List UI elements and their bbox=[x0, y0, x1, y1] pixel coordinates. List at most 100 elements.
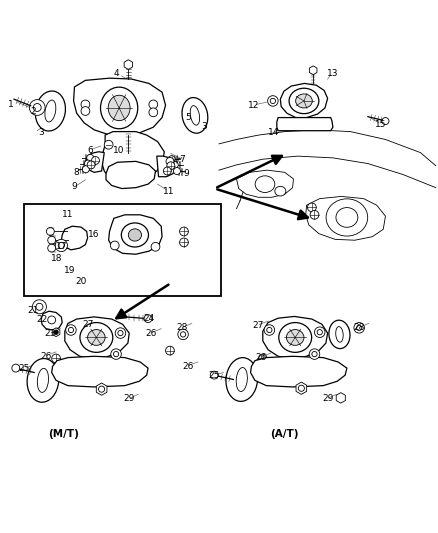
Text: 14: 14 bbox=[268, 128, 279, 138]
Circle shape bbox=[48, 236, 56, 244]
Polygon shape bbox=[52, 356, 148, 387]
Circle shape bbox=[180, 332, 186, 337]
Circle shape bbox=[113, 351, 119, 357]
Polygon shape bbox=[157, 156, 175, 177]
Polygon shape bbox=[296, 382, 307, 394]
Circle shape bbox=[309, 349, 320, 359]
Text: 25: 25 bbox=[18, 364, 30, 373]
Polygon shape bbox=[124, 60, 133, 69]
Ellipse shape bbox=[279, 322, 312, 352]
Ellipse shape bbox=[296, 94, 312, 108]
Text: 27: 27 bbox=[253, 321, 264, 330]
Circle shape bbox=[58, 243, 64, 248]
Ellipse shape bbox=[108, 95, 130, 120]
Circle shape bbox=[168, 156, 175, 163]
Ellipse shape bbox=[255, 176, 275, 192]
Text: 24: 24 bbox=[143, 314, 155, 322]
Text: (M/T): (M/T) bbox=[48, 429, 79, 439]
Circle shape bbox=[166, 157, 174, 165]
Text: (A/T): (A/T) bbox=[270, 429, 299, 439]
Circle shape bbox=[354, 322, 364, 333]
Polygon shape bbox=[263, 317, 328, 359]
Circle shape bbox=[81, 100, 90, 109]
Text: 11: 11 bbox=[163, 187, 174, 196]
Ellipse shape bbox=[88, 329, 105, 345]
Ellipse shape bbox=[80, 322, 113, 352]
Text: 1: 1 bbox=[8, 100, 14, 109]
Text: 2: 2 bbox=[30, 107, 35, 116]
Circle shape bbox=[173, 167, 180, 174]
Circle shape bbox=[268, 96, 278, 106]
Ellipse shape bbox=[182, 98, 208, 133]
Text: 7: 7 bbox=[179, 155, 185, 164]
Text: 9: 9 bbox=[71, 182, 78, 191]
Circle shape bbox=[180, 238, 188, 247]
Circle shape bbox=[149, 100, 158, 109]
Ellipse shape bbox=[236, 367, 247, 392]
Ellipse shape bbox=[326, 199, 368, 236]
Polygon shape bbox=[85, 152, 104, 172]
Ellipse shape bbox=[35, 91, 65, 131]
Circle shape bbox=[54, 330, 58, 334]
Polygon shape bbox=[237, 170, 293, 197]
Circle shape bbox=[36, 303, 43, 310]
Circle shape bbox=[151, 243, 160, 251]
Ellipse shape bbox=[286, 329, 304, 345]
Polygon shape bbox=[336, 393, 345, 403]
Circle shape bbox=[171, 161, 178, 168]
Text: 5: 5 bbox=[185, 113, 191, 122]
Text: 26: 26 bbox=[40, 352, 52, 361]
Text: 29: 29 bbox=[322, 394, 333, 403]
Text: 3: 3 bbox=[39, 128, 45, 138]
Circle shape bbox=[180, 227, 188, 236]
Text: 23: 23 bbox=[45, 328, 56, 337]
Ellipse shape bbox=[27, 359, 59, 402]
Polygon shape bbox=[52, 328, 60, 336]
Ellipse shape bbox=[226, 358, 258, 401]
Circle shape bbox=[46, 228, 54, 236]
Circle shape bbox=[66, 325, 76, 335]
Ellipse shape bbox=[336, 207, 358, 227]
Circle shape bbox=[48, 316, 56, 324]
Circle shape bbox=[307, 203, 316, 212]
Polygon shape bbox=[251, 356, 347, 387]
Circle shape bbox=[104, 140, 113, 149]
Polygon shape bbox=[280, 84, 328, 118]
Text: 28: 28 bbox=[176, 324, 187, 332]
Circle shape bbox=[68, 327, 74, 333]
Circle shape bbox=[382, 118, 389, 125]
Circle shape bbox=[29, 100, 45, 115]
Text: 19: 19 bbox=[64, 265, 76, 274]
Circle shape bbox=[357, 325, 362, 330]
Polygon shape bbox=[102, 132, 164, 184]
Text: 28: 28 bbox=[353, 324, 365, 332]
Circle shape bbox=[32, 300, 46, 314]
Text: 6: 6 bbox=[87, 146, 93, 155]
Circle shape bbox=[111, 349, 121, 359]
Text: 17: 17 bbox=[56, 243, 67, 251]
Ellipse shape bbox=[101, 87, 138, 129]
Circle shape bbox=[87, 155, 94, 161]
Bar bbox=[24, 204, 221, 296]
Polygon shape bbox=[106, 161, 155, 189]
Circle shape bbox=[314, 327, 325, 337]
Polygon shape bbox=[109, 215, 162, 254]
Text: 26: 26 bbox=[255, 353, 266, 362]
Circle shape bbox=[178, 329, 188, 340]
Polygon shape bbox=[41, 311, 62, 330]
Ellipse shape bbox=[275, 187, 286, 196]
Circle shape bbox=[312, 351, 317, 357]
Circle shape bbox=[85, 160, 92, 167]
Circle shape bbox=[317, 329, 322, 335]
Polygon shape bbox=[65, 317, 129, 359]
Text: 16: 16 bbox=[88, 230, 100, 239]
Circle shape bbox=[33, 103, 41, 111]
Circle shape bbox=[267, 327, 272, 333]
Circle shape bbox=[87, 161, 95, 169]
Circle shape bbox=[264, 325, 275, 335]
Polygon shape bbox=[309, 66, 317, 75]
Text: 10: 10 bbox=[113, 146, 124, 155]
Text: 20: 20 bbox=[75, 277, 87, 286]
Circle shape bbox=[92, 157, 99, 165]
Text: 29: 29 bbox=[124, 394, 135, 403]
